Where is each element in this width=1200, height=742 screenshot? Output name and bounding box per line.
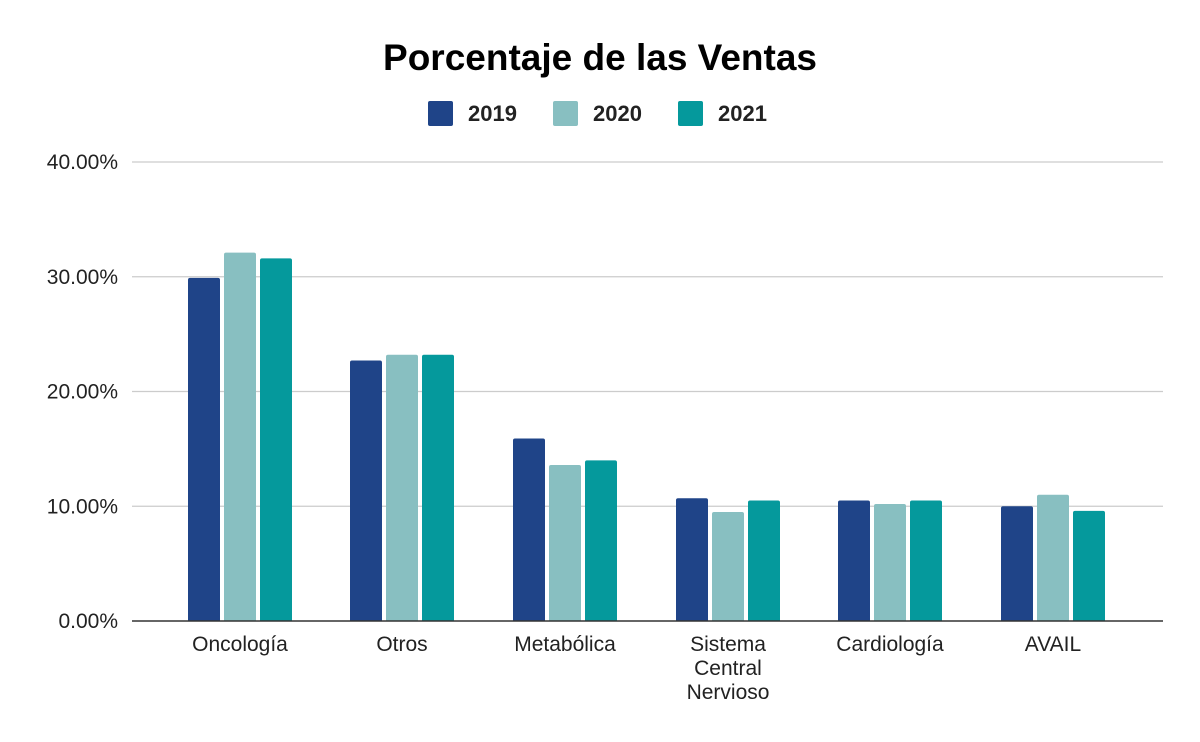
x-axis-category-labels: Oncología Otros Metabólica SistemaCentralNe…	[192, 633, 1081, 704]
y-axis-tick-labels: 0.00% 10.00% 20.00% 30.00% 40.00%	[47, 151, 118, 633]
bar-2019	[513, 438, 545, 621]
x-category-label: Otros	[376, 633, 427, 656]
legend-label: 2020	[593, 101, 642, 126]
legend-item-2019: 2019	[428, 101, 517, 126]
x-category-label: Sistema	[690, 633, 766, 656]
bar-2021	[422, 354, 454, 621]
legend: 2019 2020 2021	[428, 101, 767, 126]
legend-item-2020: 2020	[553, 101, 642, 126]
y-tick-label: 40.00%	[47, 151, 118, 174]
bar-2019	[676, 498, 708, 621]
y-tick-label: 20.00%	[47, 381, 118, 404]
bar-2021	[260, 258, 292, 621]
legend-swatch	[553, 101, 578, 126]
bar-2019	[838, 500, 870, 621]
legend-label: 2021	[718, 101, 767, 126]
x-category-label: Metabólica	[514, 633, 616, 656]
legend-label: 2019	[468, 101, 517, 126]
bar-2020	[386, 354, 418, 621]
bar-2021	[748, 500, 780, 621]
x-category-label: Central	[694, 657, 762, 680]
legend-item-2021: 2021	[678, 101, 767, 126]
bar-2019	[1001, 506, 1033, 621]
y-tick-label: 30.00%	[47, 266, 118, 289]
bar-2019	[350, 360, 382, 621]
x-category-label: AVAIL	[1025, 633, 1081, 656]
bar-2020	[874, 503, 906, 621]
y-tick-label: 10.00%	[47, 495, 118, 518]
bar-2021	[585, 460, 617, 621]
x-category-label: Oncología	[192, 633, 288, 656]
legend-swatch	[428, 101, 453, 126]
bar-2020	[224, 252, 256, 621]
gridlines	[132, 161, 1163, 507]
bars	[188, 252, 1105, 621]
y-tick-label: 0.00%	[58, 610, 118, 633]
chart-title: Porcentaje de las Ventas	[383, 37, 817, 78]
bar-2019	[188, 277, 220, 621]
x-category-label: Nervioso	[687, 681, 770, 704]
legend-swatch	[678, 101, 703, 126]
bar-2021	[1073, 510, 1105, 621]
x-category-label: Cardiología	[836, 633, 944, 656]
bar-2020	[712, 511, 744, 621]
bar-2020	[1037, 494, 1069, 621]
bar-2020	[549, 464, 581, 621]
bar-2021	[910, 500, 942, 621]
